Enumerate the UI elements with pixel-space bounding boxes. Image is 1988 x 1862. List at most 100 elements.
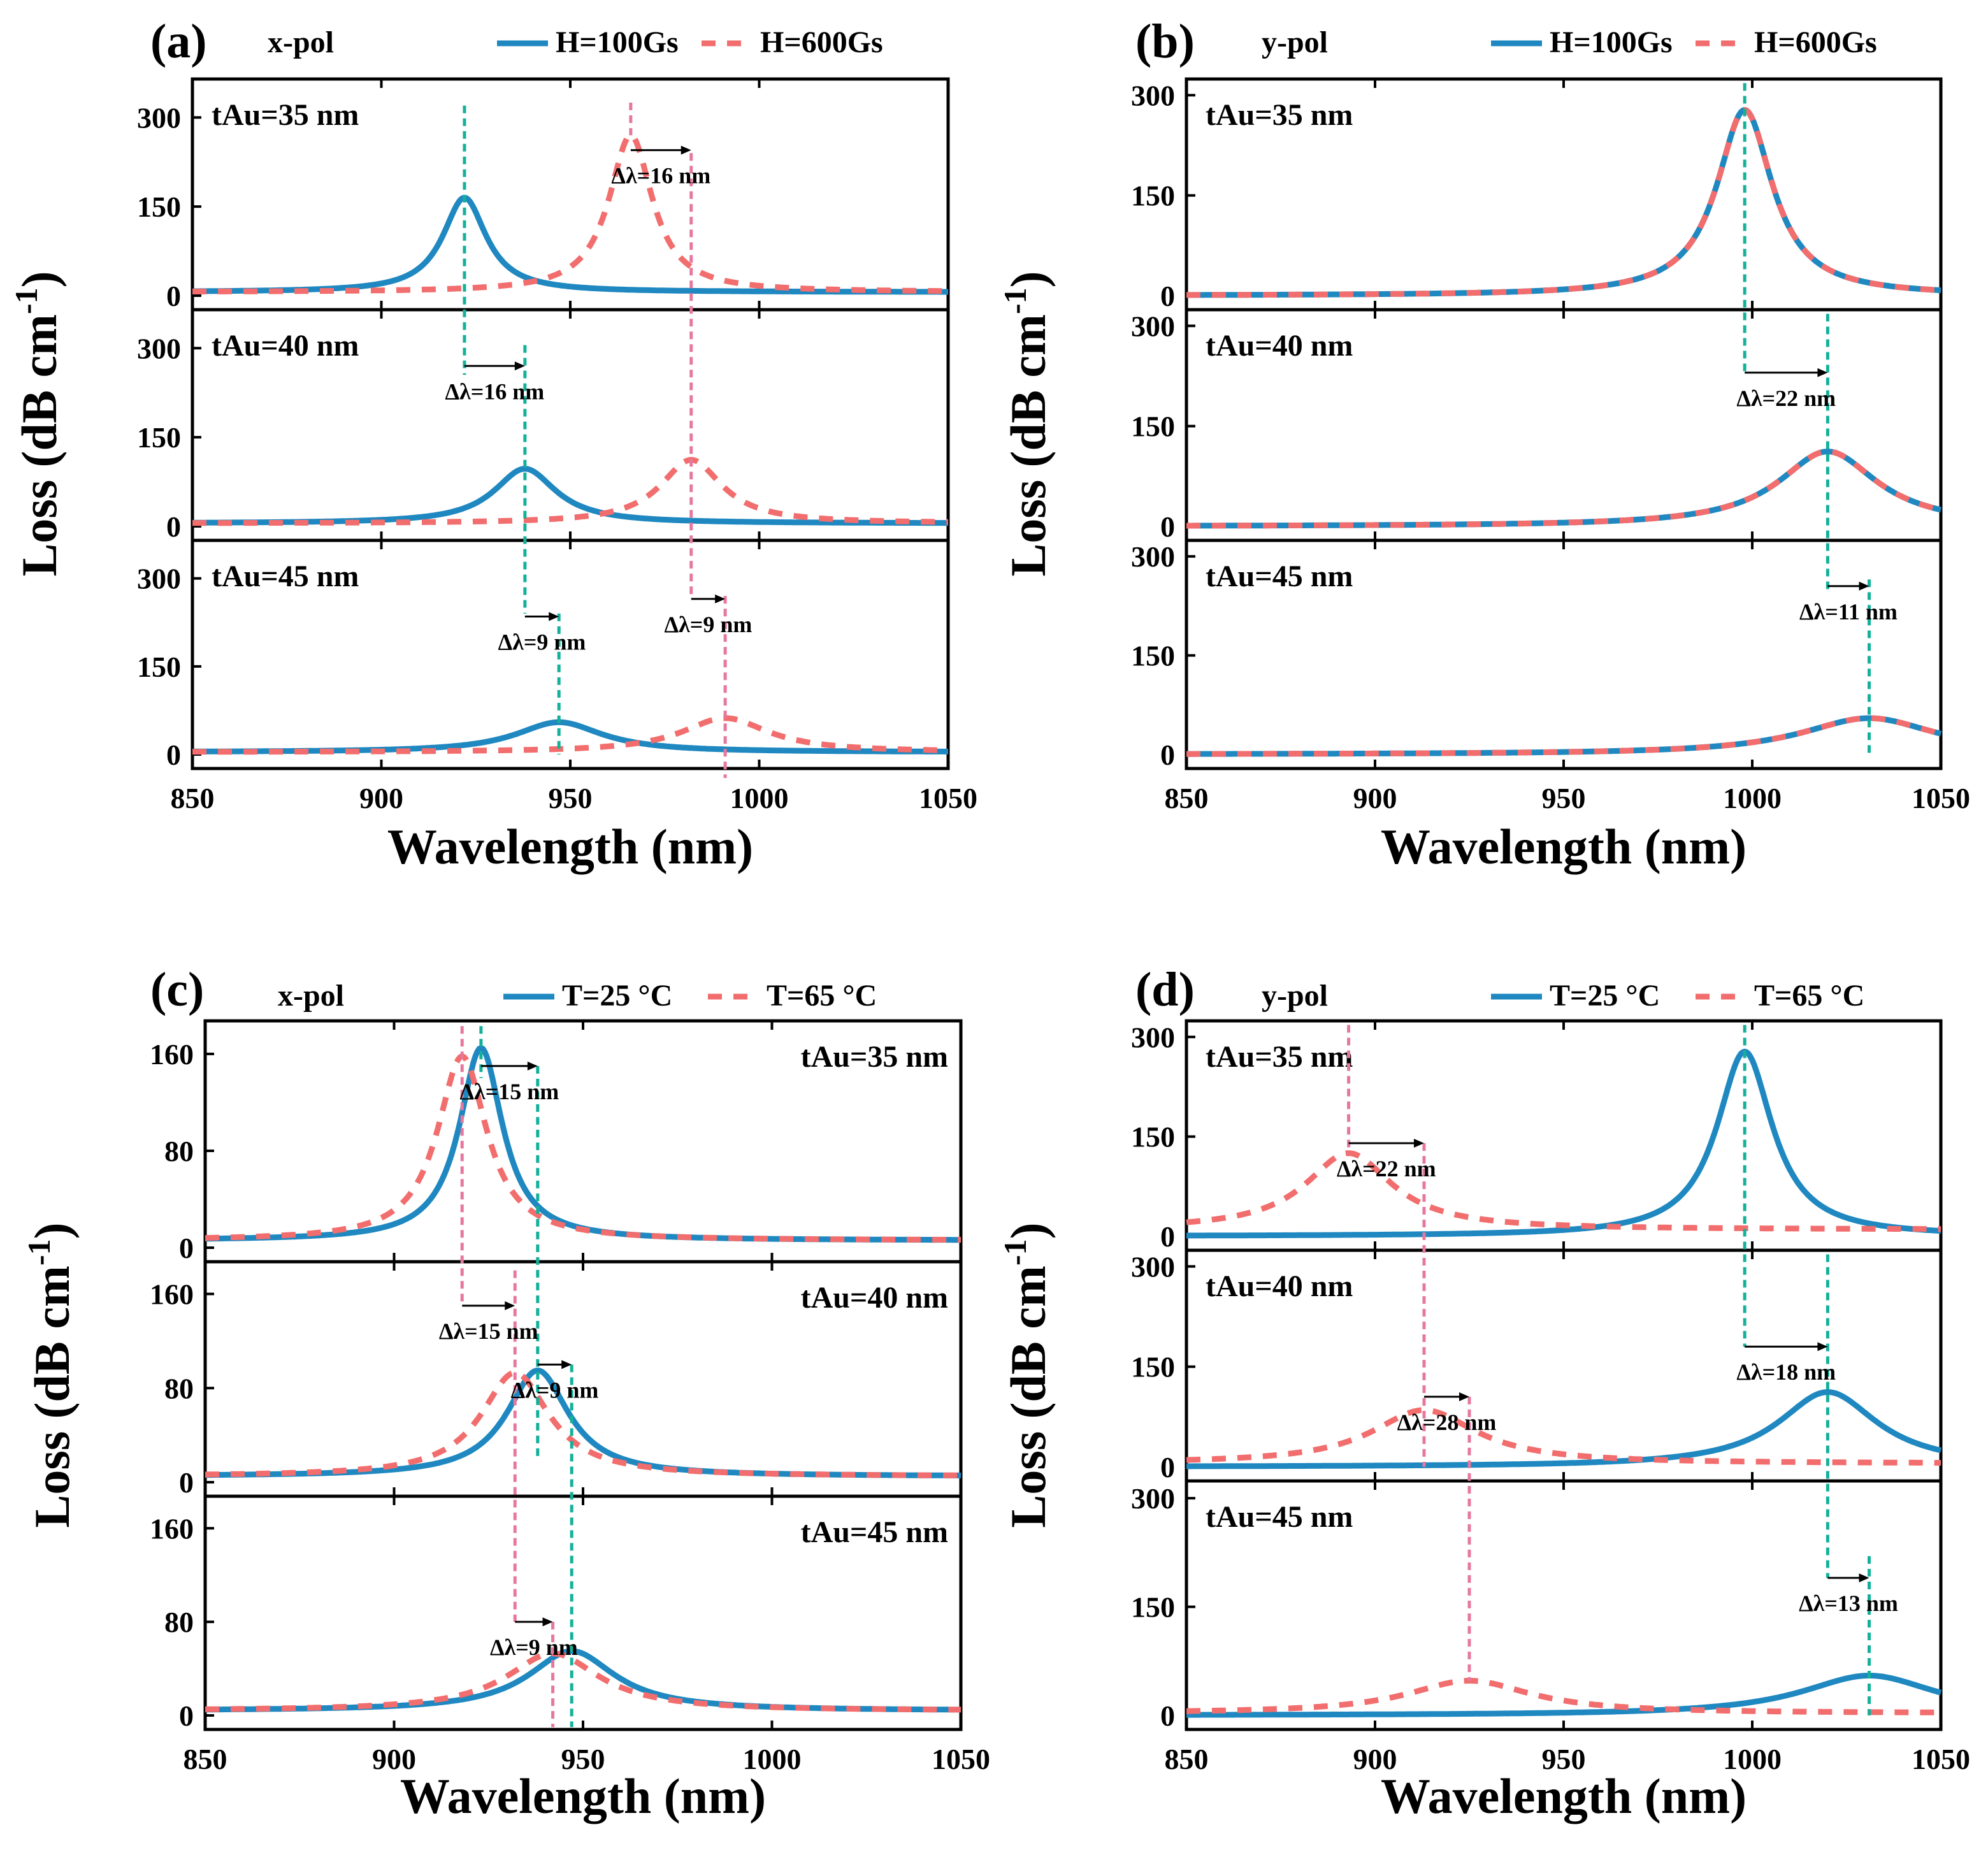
series-line-solid (1185, 1389, 1942, 1469)
y-tick-label: 0 (1160, 280, 1175, 312)
shift-label: Δλ=15 nm (459, 1079, 559, 1104)
shift-arrow-head (681, 145, 691, 155)
y-tick-label: 300 (1131, 1482, 1175, 1515)
shift-label: Δλ=18 nm (1736, 1359, 1836, 1385)
subplot-3: 0 80 160 tAu=45 nm (150, 1494, 963, 1732)
thickness-label: tAu=40 nm (801, 1281, 948, 1315)
shift-label: Δλ=13 nm (1799, 1591, 1898, 1616)
y-tick-label: 0 (1160, 1451, 1175, 1483)
y-tick-label: 80 (164, 1372, 194, 1404)
x-axis-title: Wavelength (nm) (1381, 1768, 1747, 1824)
subplot-3: 0 150 300 tAu=45 nm (137, 538, 950, 771)
y-tick-label: 300 (1131, 1250, 1175, 1283)
shift-label: Δλ=9 nm (665, 612, 753, 637)
panel-label: (b) (1135, 15, 1195, 68)
x-axis-title: Wavelength (nm) (387, 819, 753, 874)
series-line-dashed (204, 1650, 962, 1713)
series-line-dashed (204, 1053, 962, 1243)
y-tick-label: 0 (179, 1466, 194, 1499)
shift-label: Δλ=16 nm (445, 379, 545, 404)
series-line-dashed (191, 457, 949, 526)
series-line-dashed (191, 132, 949, 294)
y-tick-label: 300 (1131, 540, 1175, 573)
y-tick-label: 80 (164, 1135, 194, 1167)
series-line-solid (1185, 1673, 1942, 1718)
polarization-label: x-pol (268, 25, 334, 59)
series-line-solid (204, 1044, 962, 1243)
shift-arrow-head (505, 1301, 515, 1311)
x-axis-title: Wavelength (nm) (1381, 819, 1747, 874)
x-tick-label: 1000 (1723, 1743, 1782, 1775)
y-tick-label: 0 (166, 280, 181, 312)
subplot-2: 0 150 300 tAu=40 nm (137, 308, 950, 543)
shift-arrow-head (561, 1360, 572, 1369)
subplot-2: 0 80 160 tAu=40 nm (150, 1260, 963, 1499)
x-tick-label: 1000 (743, 1743, 802, 1775)
y-tick-label: 0 (179, 1700, 194, 1732)
subplot-2: 0 150 300 tAu=40 nm (1131, 308, 1943, 543)
shift-arrow-head (1859, 581, 1869, 591)
thickness-label: tAu=35 nm (1206, 1040, 1353, 1074)
y-axis-title-superscript: -1 (997, 287, 1033, 314)
y-tick-label: 150 (1131, 640, 1175, 672)
polarization-label: y-pol (1262, 25, 1328, 59)
thickness-label: tAu=45 nm (212, 559, 359, 593)
legend-label: H=100Gs (1550, 25, 1673, 59)
y-tick-label: 300 (137, 101, 181, 134)
y-tick-label: 0 (1160, 510, 1175, 543)
x-tick-label: 1050 (932, 1743, 990, 1775)
y-axis-title-superscript: -1 (997, 1239, 1033, 1266)
thickness-label: tAu=35 nm (801, 1040, 948, 1074)
panel-b: 0 150 300 tAu=35 nm 0 150 300 tAu=40 nm 0 150 300 t… (997, 15, 1970, 874)
shift-label: Δλ=16 nm (611, 163, 710, 189)
x-tick-label: 900 (359, 782, 403, 814)
panel-a: 0 150 300 tAu=35 nm 0 150 300 tAu=40 nm 0 150 300 t… (8, 15, 977, 874)
y-axis-title: Loss (dB cm-1) (997, 1222, 1056, 1527)
y-tick-label: 150 (1131, 410, 1175, 443)
shift-label: Δλ=9 nm (498, 630, 586, 655)
shift-arrow-head (1817, 368, 1828, 377)
y-axis-title-close: ) (24, 1222, 80, 1239)
polarization-label: y-pol (1262, 979, 1328, 1013)
subplot-1: 0 80 160 tAu=35 nm (150, 1019, 963, 1264)
y-tick-label: 160 (150, 1512, 194, 1545)
thickness-label: tAu=35 nm (1206, 98, 1353, 132)
series-line-dashed (1185, 449, 1942, 529)
shift-label: Δλ=11 nm (1799, 599, 1898, 624)
legend-label: T=65 °C (1754, 979, 1864, 1013)
y-tick-label: 150 (137, 651, 181, 683)
shift-arrow-head (715, 594, 726, 603)
series-line-dashed (1185, 1150, 1942, 1232)
x-tick-label: 1050 (1912, 1743, 1970, 1775)
subplot-3: 0 150 300 tAu=45 nm (1131, 1479, 1943, 1732)
y-tick-label: 300 (137, 332, 181, 364)
shift-arrow-head (514, 361, 525, 371)
shift-arrow-head (549, 612, 559, 621)
shift-arrow-head (542, 1617, 553, 1627)
y-tick-label: 150 (137, 191, 181, 223)
shift-label: Δλ=28 nm (1397, 1410, 1497, 1435)
shift-arrow-head (1859, 1573, 1869, 1583)
legend-label: T=65 °C (767, 979, 877, 1013)
series-line-solid (1185, 1048, 1942, 1239)
y-tick-label: 150 (137, 421, 181, 454)
shift-arrow-head (1459, 1392, 1469, 1401)
series-line-solid (204, 1648, 962, 1713)
y-tick-label: 160 (150, 1038, 194, 1071)
shift-label: Δλ=15 nm (439, 1318, 538, 1344)
legend-label: H=600Gs (760, 25, 883, 59)
shift-label: Δλ=22 nm (1337, 1156, 1436, 1181)
x-tick-label: 950 (1542, 1743, 1586, 1775)
subplot-1: 0 150 300 tAu=35 nm (137, 77, 950, 312)
x-tick-label: 850 (1165, 1743, 1209, 1775)
shift-arrow-head (1413, 1139, 1424, 1148)
x-tick-label: 1000 (730, 782, 789, 814)
y-tick-label: 80 (164, 1606, 194, 1638)
y-axis-title-superscript: -1 (8, 287, 44, 314)
x-tick-label: 950 (549, 782, 593, 814)
y-tick-label: 300 (1131, 1021, 1175, 1053)
y-tick-label: 150 (1131, 180, 1175, 212)
subplot-1: 0 150 300 tAu=35 nm (1131, 1019, 1943, 1253)
y-tick-label: 160 (150, 1278, 194, 1311)
y-tick-label: 0 (1160, 739, 1175, 771)
